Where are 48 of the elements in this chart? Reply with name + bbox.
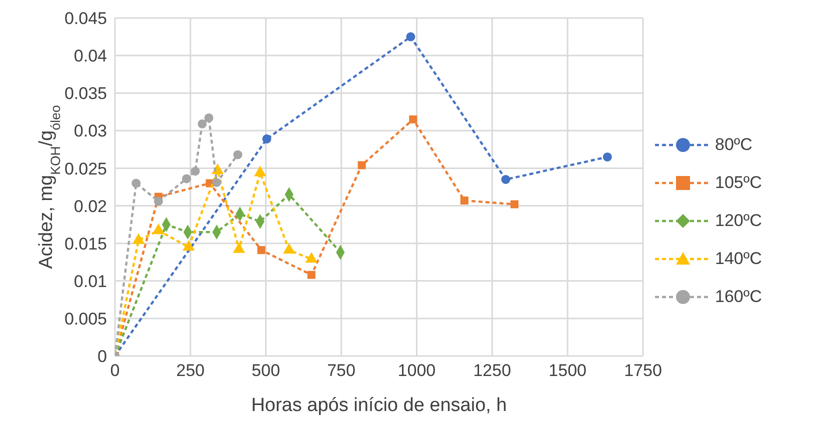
y-tick-label: 0.03: [74, 122, 107, 141]
point: [358, 161, 366, 170]
y-tick-label: 0.04: [74, 46, 107, 66]
legend-label: 120ºC: [715, 210, 762, 230]
point: [409, 115, 418, 124]
x-tick-label: 250: [176, 361, 205, 380]
point: [132, 233, 145, 244]
legend-label: 105ºC: [715, 172, 762, 192]
point: [233, 150, 242, 160]
y-tick-label: 0.01: [74, 272, 107, 291]
y-tick-label: 0.025: [64, 159, 107, 178]
x-axis-title: Horas após início de ensaio, h: [251, 395, 507, 416]
x-tick-label: 1750: [624, 361, 662, 380]
point: [305, 252, 318, 263]
point: [154, 196, 163, 206]
legend-label: 160ºC: [715, 286, 762, 306]
point: [307, 270, 316, 279]
point: [204, 113, 214, 122]
point: [510, 200, 518, 208]
point: [152, 224, 165, 234]
y-tick-label: 0.045: [64, 9, 107, 28]
point: [257, 246, 266, 254]
y-tick-label: 0.015: [64, 234, 107, 254]
y-tick-label: 0.02: [74, 196, 107, 216]
point: [283, 243, 296, 254]
point: [182, 240, 195, 251]
legend-label: 80ºC: [715, 134, 752, 154]
x-tick-label: 500: [252, 361, 280, 380]
point: [182, 174, 192, 184]
point: [460, 196, 468, 205]
point: [132, 178, 141, 188]
y-tick-label: 0.005: [64, 309, 107, 328]
point: [501, 174, 510, 184]
x-tick-label: 750: [327, 361, 356, 380]
x-tick-label: 1500: [548, 361, 586, 380]
point: [232, 242, 246, 253]
x-tick-label: 1000: [398, 361, 436, 380]
legend-label: 140ºC: [715, 248, 762, 268]
point: [262, 134, 272, 144]
point: [198, 119, 207, 128]
point: [406, 32, 416, 42]
y-tick-label: 0.035: [64, 84, 107, 104]
point: [190, 166, 200, 176]
y-tick-label: 0: [98, 347, 107, 366]
x-tick-label: 0: [110, 361, 120, 380]
x-tick-label: 1250: [473, 361, 512, 380]
point: [212, 178, 222, 187]
point: [602, 152, 612, 162]
